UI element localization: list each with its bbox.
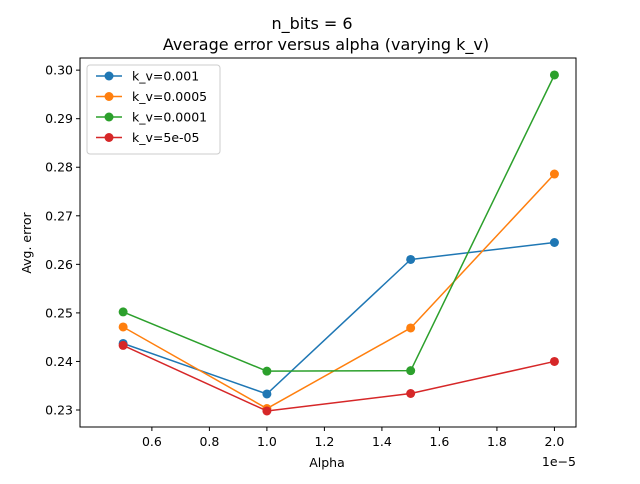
series-line (122, 173, 555, 410)
legend-label: k_v=5e-05 (132, 130, 199, 145)
data-point (118, 340, 128, 350)
x-tick-label: 1.8 (487, 434, 507, 449)
plot-area-frame (79, 57, 577, 428)
data-point (549, 70, 559, 80)
legend-item: k_v=0.001 (96, 69, 199, 84)
legend-label: k_v=0.0005 (132, 89, 207, 104)
data-point (262, 406, 272, 416)
chart-title: n_bits = 6 (271, 14, 352, 34)
y-tick-label: 0.28 (45, 160, 73, 175)
chart-subtitle: Average error versus alpha (varying k_v) (163, 35, 489, 55)
x-tick-label: 1.6 (429, 434, 449, 449)
x-tick-label: 1.4 (372, 434, 392, 449)
data-point (262, 366, 272, 376)
series-4 (118, 340, 559, 416)
legend-item: k_v=0.0005 (96, 89, 207, 104)
data-point (406, 366, 416, 376)
series-line (122, 344, 555, 412)
legend-swatch-marker (104, 112, 114, 122)
x-axis-label: Alpha (309, 455, 345, 470)
y-axis-label: Avg. error (19, 211, 34, 273)
legend-label: k_v=0.0001 (132, 110, 207, 125)
y-tick-label: 0.25 (45, 305, 73, 320)
data-point (549, 238, 559, 247)
x-tick-label: 0.8 (199, 434, 219, 449)
data-point (406, 388, 416, 398)
series-layer (118, 70, 559, 416)
data-point (118, 307, 128, 317)
y-tick-label: 0.30 (45, 63, 73, 78)
data-point (406, 323, 416, 333)
series-3 (118, 70, 559, 376)
legend: k_v=0.001 k_v=0.0005 k_v=0.0001 k_v=5e-05 (86, 64, 221, 155)
x-axis-ticks: 0.6 0.8 1.0 1.2 1.4 1.6 1.8 2.0 (142, 427, 564, 449)
x-tick-label: 0.6 (142, 434, 162, 449)
y-tick-label: 0.23 (45, 403, 73, 418)
data-point (262, 389, 272, 399)
y-tick-label: 0.27 (45, 208, 73, 223)
data-point (118, 322, 128, 332)
x-tick-label: 1.0 (257, 434, 277, 449)
y-axis-ticks: 0.23 0.24 0.25 0.26 0.27 0.28 0.29 0.30 (45, 63, 80, 418)
y-tick-label: 0.29 (45, 111, 73, 126)
data-point (549, 356, 559, 366)
data-point (549, 169, 559, 179)
y-tick-label: 0.26 (45, 257, 73, 272)
legend-swatch-marker (104, 71, 114, 81)
legend-item: k_v=5e-05 (96, 130, 199, 145)
legend-label: k_v=0.001 (132, 69, 199, 84)
series-line (122, 74, 556, 372)
y-tick-label: 0.24 (45, 354, 73, 369)
legend-item: k_v=0.0001 (96, 110, 207, 125)
legend-swatch-marker (104, 133, 114, 142)
x-tick-label: 1.2 (314, 434, 334, 449)
x-axis-offset-label: 1e−5 (542, 454, 576, 469)
legend-swatch-marker (104, 92, 114, 101)
data-point (406, 254, 416, 264)
x-tick-label: 2.0 (544, 434, 564, 449)
legend-box (86, 64, 221, 155)
